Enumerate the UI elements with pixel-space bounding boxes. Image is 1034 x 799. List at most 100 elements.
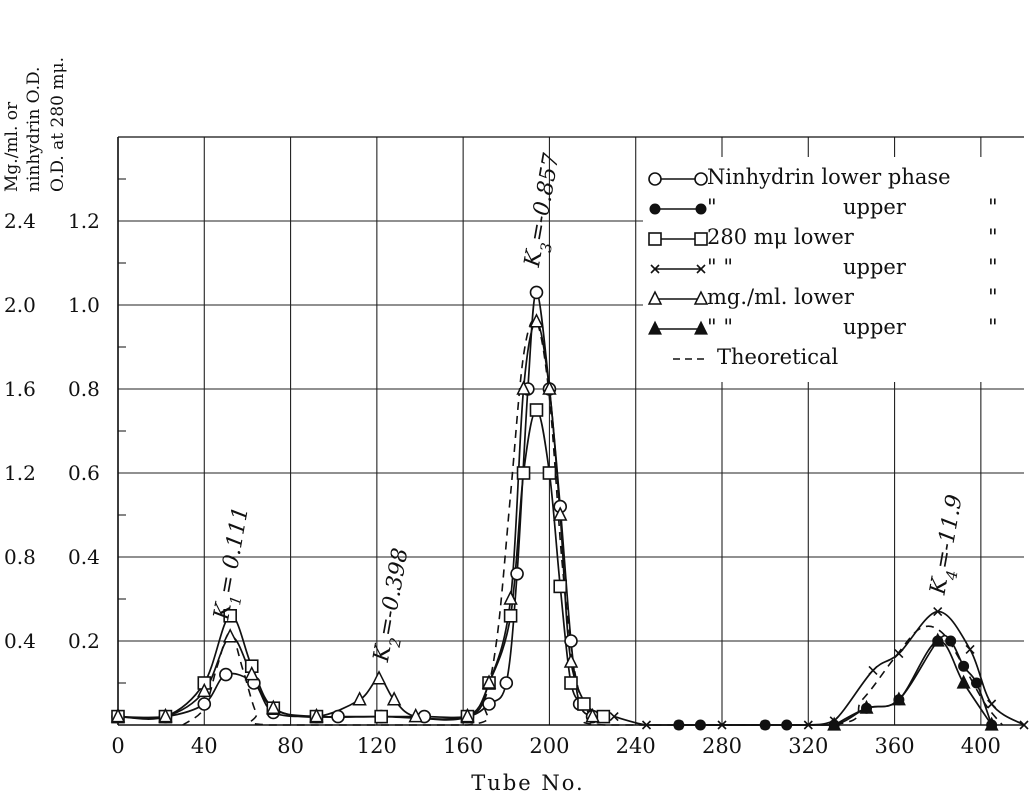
- x-tick-label: 200: [529, 734, 569, 758]
- point-3-4: [760, 720, 770, 730]
- point-1-3: [781, 719, 793, 731]
- legend-label-phase: upper: [843, 195, 906, 219]
- y-tick-label-od: 0.8: [68, 377, 100, 401]
- annotation-k-sub: 2: [386, 636, 406, 650]
- y-axis-title-280: O.D. at 280 mμ.: [48, 57, 68, 192]
- y-tick-label-od: 1.0: [68, 293, 100, 317]
- point-4-5: [266, 699, 281, 714]
- legend-symbol: [647, 290, 709, 305]
- point-3-12: [1019, 720, 1029, 730]
- legend-marker-right: [694, 232, 708, 246]
- point-2-7: [374, 709, 388, 724]
- point-5-4: [956, 674, 971, 689]
- point-0-11: [482, 697, 496, 711]
- point-4-2: [197, 682, 212, 698]
- point-0-12: [499, 676, 514, 690]
- point-0-15: [529, 285, 544, 300]
- point-0-13: [510, 566, 524, 581]
- point-3-5: [803, 720, 813, 730]
- y-tick-label-mg: 1.2: [4, 461, 36, 485]
- point-2-10: [503, 608, 518, 623]
- y-tick-label-mg: 1.6: [4, 377, 36, 401]
- point-4-9: [386, 691, 402, 706]
- point-3-8-stroke-b: [894, 649, 904, 659]
- point-4-13: [503, 590, 518, 605]
- legend-label-phase: upper: [843, 255, 906, 279]
- y-tick-label-mg: 2.0: [4, 293, 36, 317]
- legend-marker-left: [648, 320, 662, 335]
- legend-row: Ninhydrin lower phase: [643, 163, 1034, 193]
- point-3-10: [965, 644, 975, 654]
- legend-marker-left: [649, 203, 661, 215]
- legend-label: " ": [707, 315, 733, 339]
- annotation-k-sub: 4: [942, 569, 962, 583]
- y-tick-label-mg: 0.8: [4, 545, 36, 569]
- legend-row: " " upper ": [643, 313, 1034, 343]
- series-line-5: [833, 640, 993, 726]
- point-1-1: [694, 719, 706, 731]
- point-2-14: [553, 579, 568, 594]
- point-4-11: [460, 707, 475, 723]
- point-2-3: [223, 608, 237, 623]
- legend-marker-left: [647, 290, 663, 305]
- annotation-k1: K1= 0.111: [209, 505, 261, 624]
- annotation-k-value: =-0.857: [525, 151, 565, 243]
- point-3-1-stroke-b: [641, 720, 652, 730]
- series-line-1: [678, 634, 993, 726]
- y-tick-label-mg: 0.4: [4, 629, 36, 653]
- y-tick-label-od: 0.6: [68, 461, 100, 485]
- point-4-6: [309, 707, 324, 723]
- point-3-3: [717, 720, 727, 730]
- point-5-1: [859, 699, 874, 714]
- point-3-12-stroke-b: [1019, 720, 1029, 730]
- point-4-3: [222, 628, 238, 643]
- point-3-5-stroke-b: [803, 720, 813, 730]
- annotation-k-prefix: K: [209, 600, 237, 623]
- legend-row: 280 mμ lower ": [643, 223, 1034, 253]
- x-tick-label: 0: [111, 734, 124, 758]
- legend-marker-right: [694, 172, 708, 186]
- legend-symbol: [673, 358, 707, 360]
- point-0-3: [219, 667, 233, 682]
- legend-ditto: ": [988, 285, 998, 309]
- point-0-18: [564, 634, 578, 648]
- point-3-9-stroke-b: [933, 607, 943, 617]
- annotation-k-prefix: K: [369, 642, 397, 665]
- annotation-k3: K3=-0.857: [520, 151, 572, 271]
- point-3-8: [894, 649, 904, 659]
- point-4-16: [542, 380, 557, 395]
- point-2-15: [564, 676, 578, 690]
- point-2-12: [529, 403, 544, 417]
- point-1-8: [945, 635, 957, 647]
- legend-marker-right-stroke-b: [696, 264, 706, 274]
- point-3-3-stroke-b: [717, 720, 727, 730]
- annotation-k-value: = 0.111: [214, 505, 254, 596]
- legend-row: " upper ": [643, 193, 1034, 223]
- point-4-12: [481, 674, 497, 689]
- legend-label: Theoretical: [717, 345, 839, 369]
- point-4-8: [371, 670, 387, 685]
- legend-ditto: ": [988, 255, 998, 279]
- legend-row: mg./ml. lower ": [643, 283, 1034, 313]
- legend-symbol: [648, 172, 708, 186]
- legend-marker-left-stroke-b: [650, 264, 660, 274]
- point-5-0: [827, 716, 842, 731]
- point-2-17: [596, 709, 611, 724]
- annotation-k-sub: 3: [537, 241, 556, 254]
- x-axis-title: Tube No.: [471, 771, 584, 795]
- legend-marker-right: [696, 264, 706, 274]
- point-3-0: [609, 712, 619, 722]
- point-3-11-stroke-b: [987, 699, 997, 709]
- point-3-0-stroke-b: [609, 712, 619, 722]
- legend-marker-right: [694, 320, 708, 335]
- point-5-5: [984, 716, 999, 731]
- legend-marker-right: [695, 203, 707, 215]
- x-tick-label: 400: [961, 734, 1001, 758]
- point-3-2: [674, 720, 684, 730]
- x-tick-label: 120: [357, 734, 397, 758]
- legend-marker-left: [648, 172, 662, 186]
- point-3-1: [641, 720, 652, 730]
- axes: [117, 136, 1024, 726]
- point-5-2: [891, 691, 906, 706]
